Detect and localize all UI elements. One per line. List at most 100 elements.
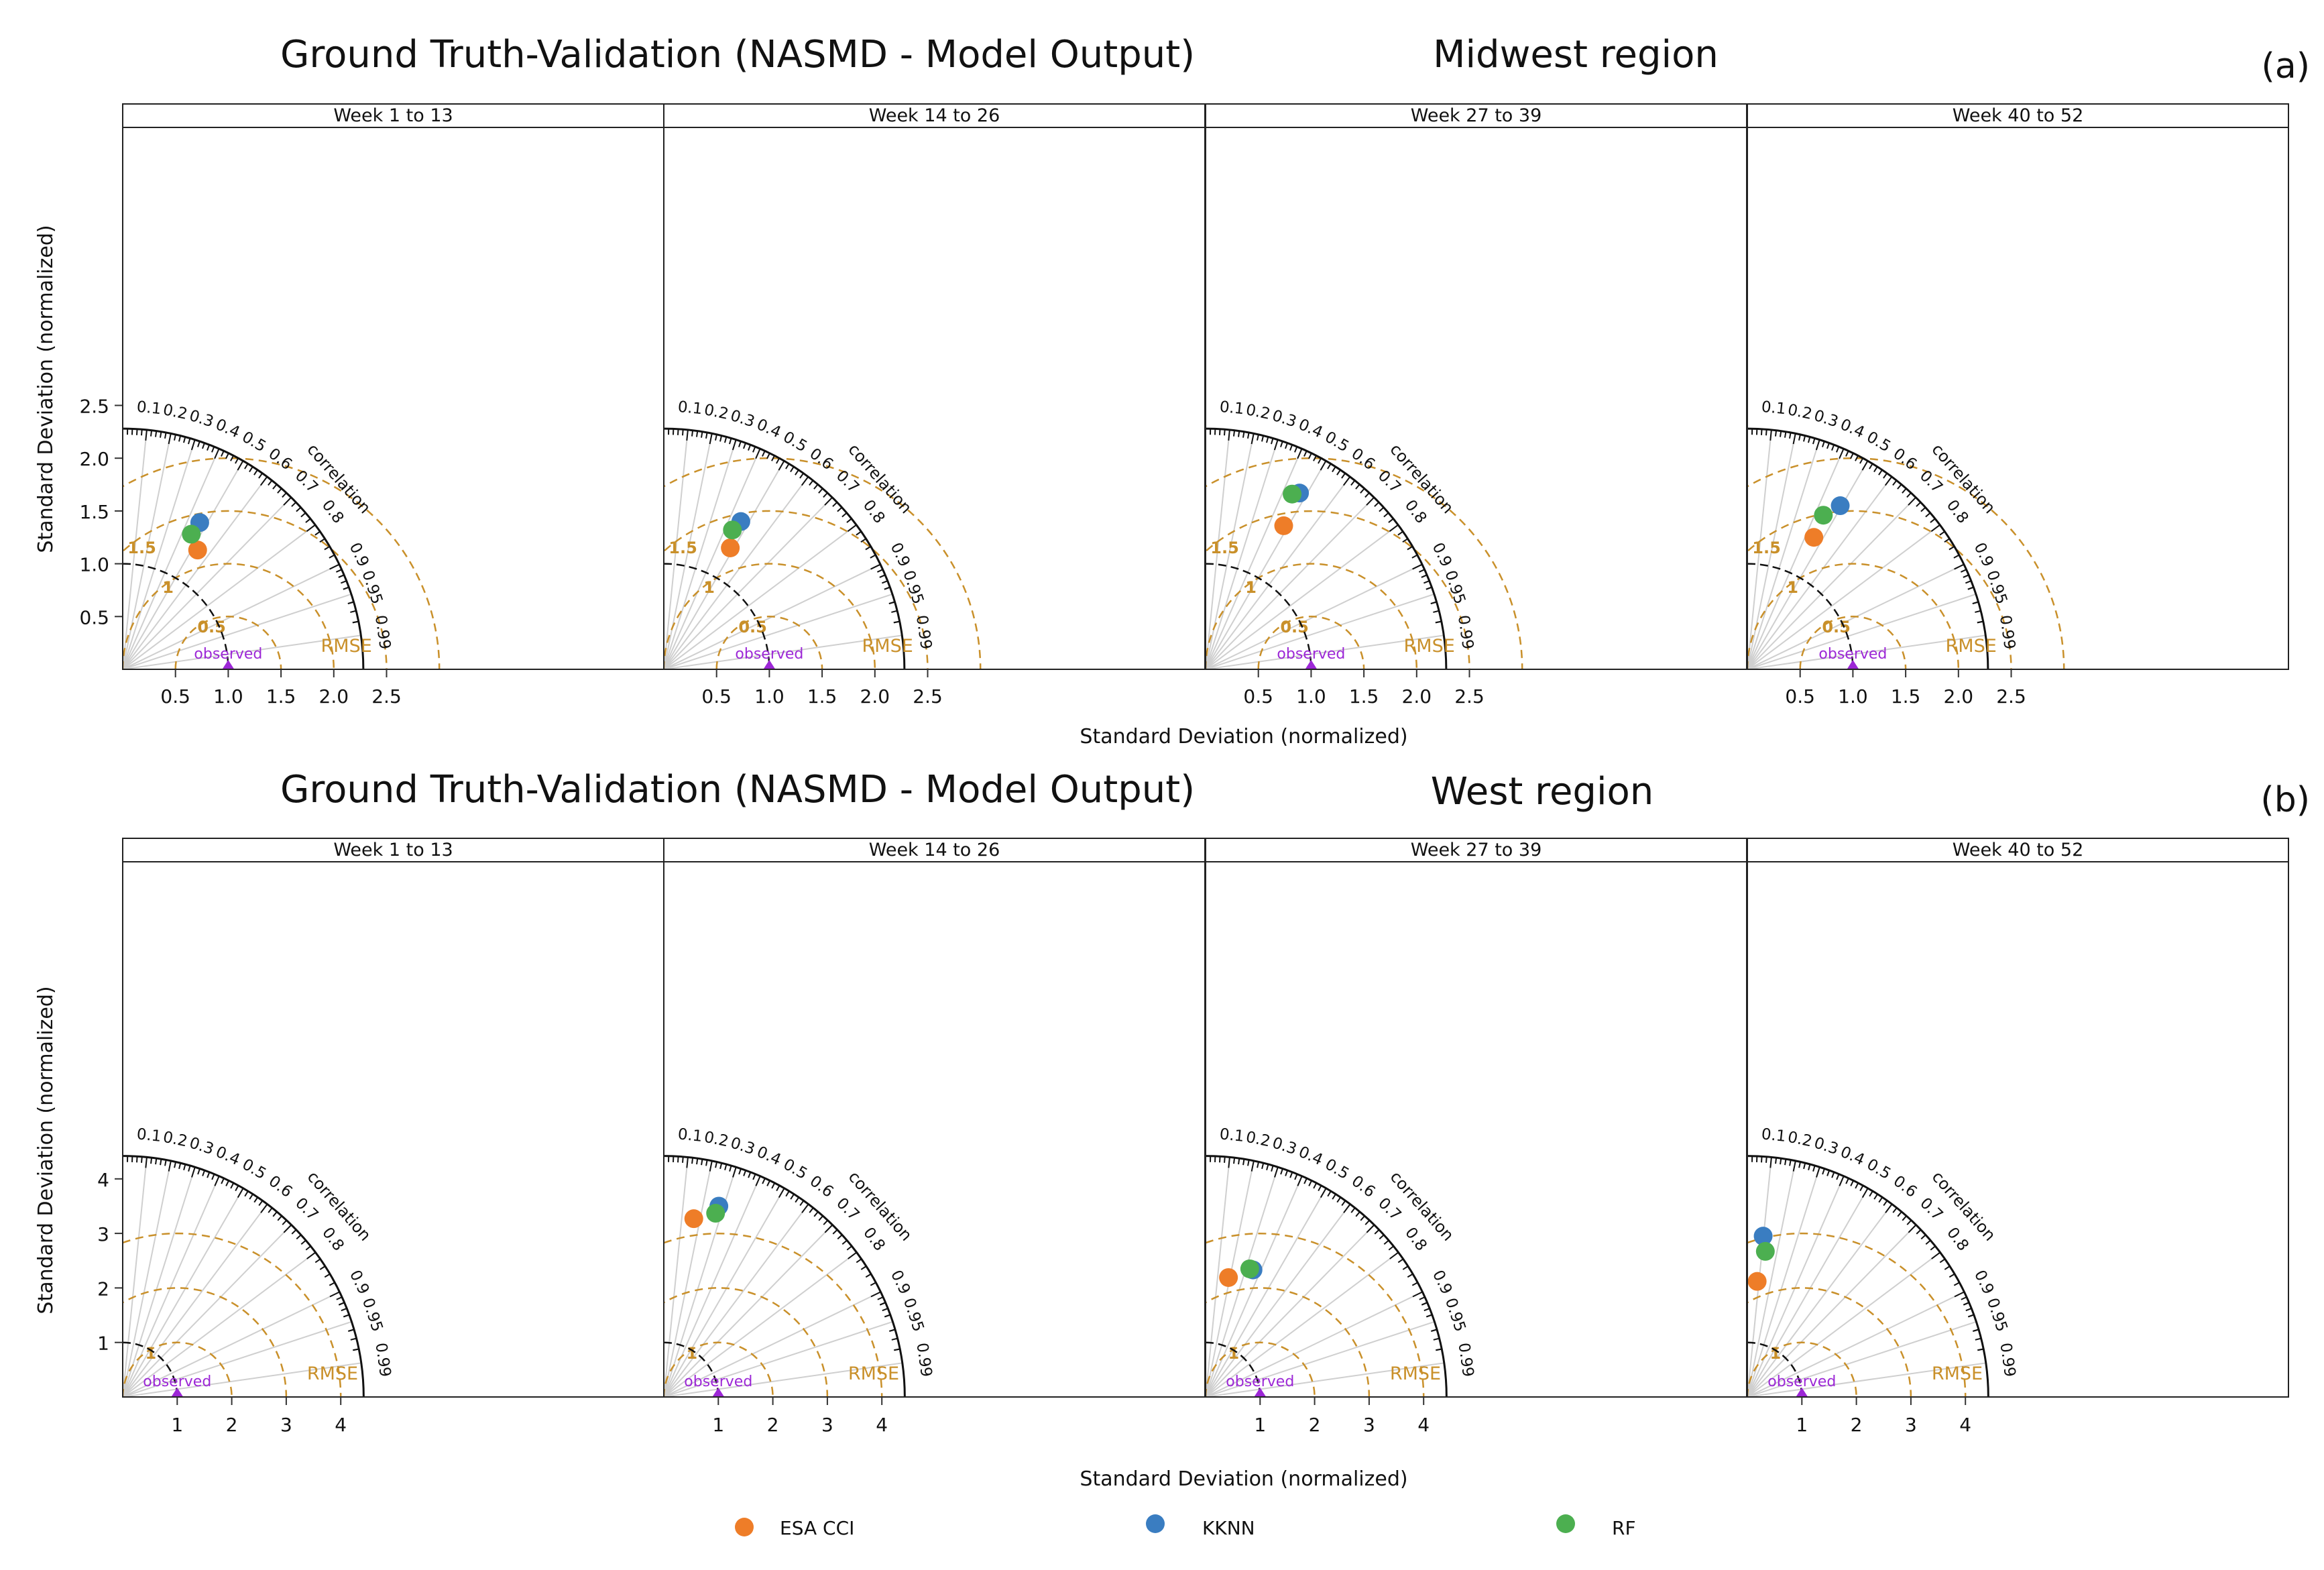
correlation-tick-label: 0.3 [728, 407, 757, 431]
correlation-tick [1850, 1180, 1855, 1186]
correlation-tick [1815, 439, 1820, 451]
correlation-line [1747, 476, 1893, 669]
data-point-rf [1283, 484, 1302, 504]
correlation-tick [1839, 1176, 1845, 1186]
correlation-tick [705, 432, 708, 439]
correlation-tick [1430, 601, 1437, 604]
correlation-line [1747, 439, 1820, 669]
correlation-tick [258, 1200, 264, 1207]
rmse-axis-label: RMSE [1946, 636, 1997, 657]
correlation-tick [1930, 1245, 1936, 1251]
correlation-tick [1906, 492, 1912, 498]
correlation-line [1206, 429, 1230, 669]
correlation-tick-label: 0.5 [239, 429, 269, 456]
correlation-tick [1850, 453, 1854, 459]
correlation-tick [1261, 1162, 1265, 1170]
correlation-tick [837, 506, 843, 512]
reference-sd-arc [1747, 1341, 1803, 1397]
rmse-axis-label: RMSE [862, 636, 913, 657]
correlation-tick [1379, 1234, 1385, 1240]
correlation-tick-label: 0.6 [266, 1172, 296, 1201]
correlation-line [664, 1251, 858, 1397]
correlation-tick [296, 1234, 302, 1240]
correlation-tick-label: 0.6 [1348, 445, 1378, 474]
correlation-tick [1303, 450, 1308, 457]
correlation-tick [891, 610, 898, 613]
correlation-tick [150, 430, 153, 437]
correlation-tick-label: 0.5 [780, 429, 810, 456]
correlation-tick [766, 453, 770, 459]
correlation-line [1206, 1203, 1351, 1397]
correlation-tick [1424, 580, 1430, 584]
correlation-tick [686, 429, 689, 441]
correlation-tick [244, 463, 249, 469]
correlation-line [1206, 1188, 1327, 1397]
rmse-contour-label: 2 [1175, 499, 1187, 518]
correlation-line [664, 1321, 893, 1397]
rmse-contour [174, 616, 282, 669]
correlation-tick [894, 1348, 900, 1351]
correlation-tick [1789, 1160, 1792, 1166]
correlation-tick [268, 480, 273, 486]
rmse-contour-label: 1 [162, 578, 174, 597]
correlation-tick [1274, 1166, 1279, 1178]
correlation-tick [1266, 437, 1269, 443]
correlation-tick [173, 434, 176, 441]
correlation-tick-label: 0.95 [1983, 1296, 2011, 1334]
correlation-tick [1435, 620, 1442, 624]
observed-marker [712, 1388, 725, 1397]
correlation-tick [1836, 446, 1840, 453]
x-tick-label: 1.5 [1891, 685, 1921, 708]
panel-frame [122, 103, 664, 670]
correlation-tick [1845, 1178, 1849, 1184]
title-b: Ground Truth-Validation (NASMD - Model O… [280, 768, 1195, 811]
correlation-tick [207, 444, 211, 451]
correlation-arc [123, 1155, 365, 1397]
correlation-tick [755, 448, 761, 459]
correlation-tick [824, 1224, 833, 1233]
rmse-axis-label: RMSE [1404, 636, 1455, 657]
correlation-tick-label: 0.6 [265, 445, 295, 474]
correlation-tick [813, 484, 819, 490]
correlation-tick [818, 1215, 823, 1221]
correlation-tick [338, 1302, 345, 1306]
correlation-tick [1831, 444, 1835, 451]
correlation-tick [1313, 1182, 1318, 1189]
correlation-tick [1949, 1273, 1955, 1278]
x-axis-label-b: Standard Deviation (normalized) [1080, 1467, 1407, 1491]
correlation-line [123, 634, 361, 669]
correlation-tick [1336, 469, 1341, 475]
correlation-tick-label: 0.1 [136, 398, 162, 418]
correlation-tick-label: 0.95 [899, 568, 927, 606]
correlation-tick [1812, 1165, 1816, 1172]
correlation-tick-label: 0.8 [1943, 497, 1972, 527]
correlation-tick [277, 1215, 282, 1221]
correlation-tick [677, 1156, 679, 1163]
correlation-tick [237, 460, 244, 471]
correlation-tick-label: 0.3 [1812, 1134, 1841, 1158]
correlation-tick [1374, 502, 1380, 507]
correlation-tick [832, 502, 838, 507]
correlation-tick [1251, 1160, 1255, 1172]
region-a: Midwest region [1433, 33, 1719, 76]
correlation-tick-label: 0.5 [239, 1156, 270, 1183]
correlation-tick [1798, 434, 1801, 441]
correlation-tick [877, 1296, 884, 1300]
correlation-tick [1792, 1160, 1796, 1172]
legend-marker-esa-cci [735, 1518, 754, 1536]
correlation-tick [183, 1164, 186, 1170]
correlation-line [123, 476, 268, 669]
correlation-tick [188, 1165, 191, 1172]
correlation-tick [790, 1194, 795, 1200]
correlation-tick [799, 1200, 805, 1207]
panel-frame [663, 838, 1206, 1398]
x-tick-label: 1.0 [1296, 685, 1326, 708]
correlation-tick [778, 1188, 785, 1198]
correlation-tick [882, 1307, 888, 1312]
correlation-tick [319, 538, 325, 543]
correlation-tick [1251, 433, 1255, 445]
correlation-tick [1289, 1172, 1293, 1178]
correlation-tick-label: 0.95 [1983, 568, 2010, 606]
rmse-contour [123, 1232, 342, 1397]
